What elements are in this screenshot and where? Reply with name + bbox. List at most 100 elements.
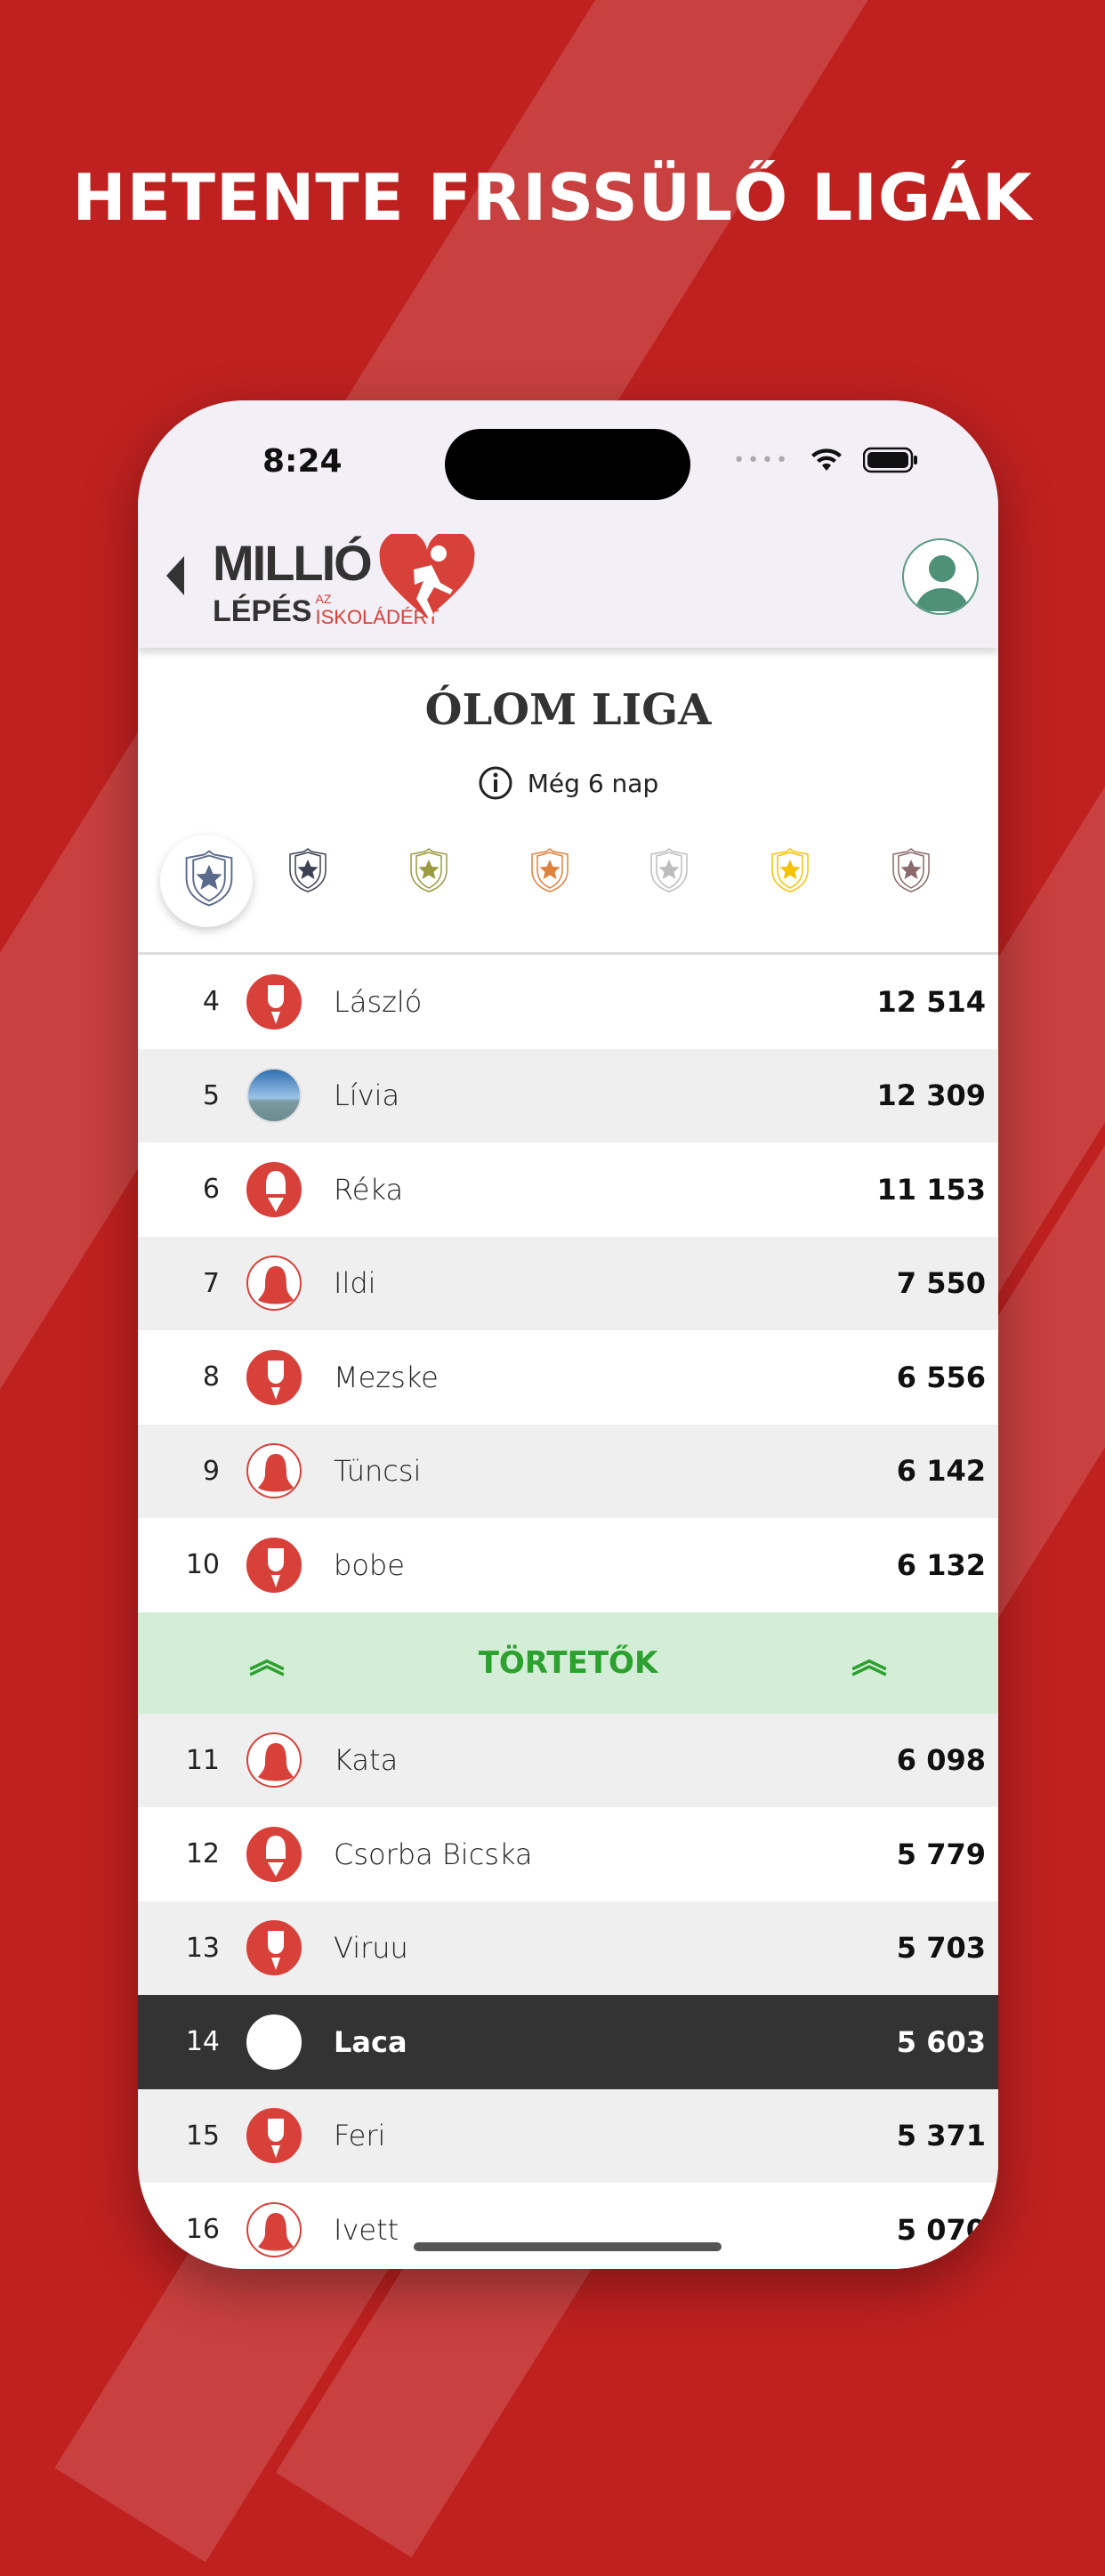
league-badge-4[interactable] <box>530 847 575 897</box>
double-chevron-up-icon: ︽ <box>851 1639 887 1681</box>
battery-icon <box>863 447 917 473</box>
home-indicator[interactable] <box>414 2242 722 2251</box>
man-avatar-icon <box>268 1360 284 1400</box>
heart-runner-icon <box>379 534 475 618</box>
player-name: Lívia <box>334 1078 400 1113</box>
current-user-row[interactable]: 14 Laca 5 603 <box>138 1995 998 2089</box>
leaderboard-row[interactable]: 11 Kata 6 098 <box>138 1713 998 1807</box>
step-count: 5 779 <box>896 1837 986 1871</box>
shield-star-icon <box>650 848 688 892</box>
player-name: László <box>334 984 423 1019</box>
rank: 12 <box>185 1838 220 1870</box>
step-count: 5 703 <box>896 1931 986 1966</box>
leaderboard-row[interactable]: 8 Mezske 6 556 <box>138 1330 998 1425</box>
phone-screen: 8:24 •••• MILLIÓ LÉPÉS AZ ISKOLÁDÉRT ÓLOM… <box>138 400 998 2269</box>
shield-star-icon <box>892 848 930 892</box>
man-avatar-icon <box>268 2119 284 2159</box>
profile-avatar-button[interactable] <box>902 538 979 615</box>
league-badge-5[interactable] <box>649 847 694 897</box>
avatar <box>246 1256 302 1312</box>
avatar <box>246 1732 302 1789</box>
woman-avatar-icon <box>258 2212 294 2251</box>
step-count: 6 556 <box>896 1360 986 1394</box>
man-avatar-icon <box>268 2024 284 2064</box>
league-badge-3[interactable] <box>409 847 454 897</box>
rank: 13 <box>185 1932 220 1964</box>
status-icons: •••• <box>733 447 918 473</box>
step-count: 6 132 <box>896 1547 986 1582</box>
woman-avatar-icon <box>258 1743 294 1781</box>
player-name: Réka <box>334 1172 404 1207</box>
shield-star-icon <box>771 848 809 892</box>
woman-avatar-icon <box>266 1170 286 1212</box>
player-name: Ildi <box>334 1266 376 1301</box>
leaderboard-row[interactable]: 9 Tüncsi 6 142 <box>138 1424 998 1518</box>
back-button[interactable] <box>166 556 184 595</box>
leaderboard-row[interactable]: 15 Feri 5 371 <box>138 2088 998 2183</box>
leaderboard-row[interactable]: 13 Viruu 5 703 <box>138 1901 998 1995</box>
step-count: 6 142 <box>896 1454 986 1489</box>
avatar <box>246 2014 302 2070</box>
league-badge-2[interactable] <box>288 847 333 897</box>
man-avatar-icon <box>268 1931 284 1971</box>
leaderboard-row[interactable]: 10 bobe 6 132 <box>138 1518 998 1612</box>
logo-text: LÉPÉS <box>213 594 312 628</box>
rank: 15 <box>185 2120 220 2152</box>
rank: 6 <box>202 1174 220 1206</box>
shield-star-icon <box>289 848 327 892</box>
man-avatar-icon <box>268 984 284 1024</box>
step-count: 5 603 <box>896 2024 986 2059</box>
man-avatar-icon <box>268 1547 284 1587</box>
rank: 7 <box>202 1267 220 1299</box>
double-chevron-up-icon: ︽ <box>249 1639 285 1681</box>
league-badge-1[interactable] <box>184 849 233 907</box>
woman-avatar-icon <box>258 1454 294 1492</box>
rank: 14 <box>185 2026 220 2058</box>
promotion-label: TÖRTETŐK <box>478 1644 658 1681</box>
divider <box>138 952 998 955</box>
leaderboard-row[interactable]: 7 Ildi 7 550 <box>138 1236 998 1330</box>
shield-star-icon <box>185 850 233 907</box>
promotion-zone-banner: ︽ TÖRTETŐK ︽ <box>138 1611 998 1714</box>
avatar <box>246 973 302 1030</box>
leaderboard-row[interactable]: 4 László 12 514 <box>138 955 998 1049</box>
logo-text: AZ <box>315 592 332 606</box>
app-header: 8:24 •••• MILLIÓ LÉPÉS AZ ISKOLÁDÉRT <box>138 400 998 648</box>
shield-star-icon <box>531 848 569 892</box>
dynamic-island <box>445 429 690 500</box>
avatar <box>246 1161 302 1217</box>
avatar-photo <box>246 1068 302 1124</box>
avatar <box>246 1349 302 1405</box>
league-title: ÓLOM LIGA <box>424 685 712 735</box>
headline: HETENTE FRISSÜLŐ LIGÁK <box>72 160 1033 235</box>
leaderboard-row[interactable]: 6 Réka 11 153 <box>138 1143 998 1237</box>
player-name: Viruu <box>334 1931 408 1966</box>
player-name: Tüncsi <box>334 1454 422 1489</box>
leaderboard-row[interactable]: 12 Csorba Bicska 5 779 <box>138 1807 998 1902</box>
user-icon <box>915 555 970 611</box>
rank: 9 <box>202 1455 220 1487</box>
woman-avatar-icon <box>258 1266 294 1304</box>
info-icon[interactable] <box>478 765 513 801</box>
step-count: 5 371 <box>896 2119 986 2153</box>
rank: 11 <box>185 1744 220 1776</box>
player-name: Csorba Bicska <box>334 1837 533 1871</box>
player-name: Laca <box>334 2024 407 2059</box>
leaderboard-row[interactable]: 16 Ivett 5 070 <box>138 2183 998 2269</box>
step-count: 5 070 <box>896 2212 986 2247</box>
rank: 4 <box>202 986 220 1018</box>
step-count: 6 098 <box>896 1743 986 1778</box>
status-time: 8:24 <box>262 443 343 480</box>
player-name: Feri <box>334 2119 386 2153</box>
league-badge-7[interactable] <box>891 847 936 897</box>
step-count: 11 153 <box>876 1172 986 1207</box>
remaining-time: Még 6 nap <box>138 765 998 801</box>
player-name: Kata <box>334 1743 399 1778</box>
leaderboard-row[interactable]: 5 Lívia 12 309 <box>138 1048 998 1143</box>
player-name: bobe <box>334 1547 405 1582</box>
rank: 8 <box>202 1361 220 1393</box>
avatar <box>246 1443 302 1499</box>
avatar <box>246 2108 302 2164</box>
signal-icon: •••• <box>733 448 790 472</box>
league-badge-6[interactable] <box>770 847 815 897</box>
